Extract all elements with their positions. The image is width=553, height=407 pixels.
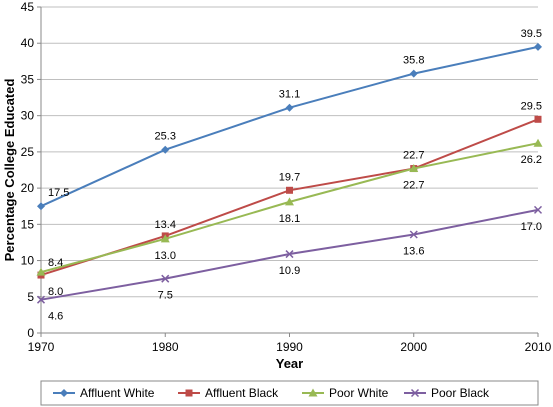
data-label: 22.7	[403, 150, 424, 162]
y-tick-labels: 0 5 10 15 20 25 30 35 40 45	[21, 0, 41, 340]
y-tick-label: 30	[21, 109, 35, 123]
data-label: 35.8	[403, 55, 424, 67]
data-point	[285, 197, 294, 206]
data-point	[160, 234, 170, 243]
data-point	[161, 274, 170, 283]
legend-label: Poor White	[329, 386, 389, 400]
legend-marker	[308, 388, 318, 397]
y-axis-title: Percentage College Educated	[2, 79, 17, 262]
series-group	[36, 42, 543, 304]
y-tick-label: 15	[21, 217, 35, 231]
x-tick-label: 2010	[525, 340, 552, 354]
data-label: 26.2	[521, 154, 542, 166]
data-point	[285, 103, 294, 112]
data-point	[285, 250, 294, 259]
legend-label: Poor Black	[431, 386, 490, 400]
data-label: 25.3	[155, 131, 176, 143]
data-point	[534, 115, 542, 123]
y-tick-label: 35	[21, 72, 35, 86]
data-label: 13.6	[403, 245, 424, 257]
x-marker-stroke	[410, 388, 420, 398]
legend-marker	[410, 388, 420, 398]
data-label: 19.7	[279, 171, 300, 183]
data-point	[36, 267, 46, 276]
data-point	[533, 138, 543, 147]
x-marker-stroke	[533, 205, 543, 214]
y-tick-label: 5	[27, 290, 34, 304]
x-tick-label: 1980	[152, 340, 179, 354]
x-marker-stroke	[285, 250, 294, 259]
data-point	[533, 205, 543, 214]
data-point	[37, 202, 45, 211]
x-marker-stroke	[409, 230, 418, 239]
y-tick-label: 25	[21, 145, 35, 159]
legend-label: Affluent White	[80, 386, 155, 400]
legend-label: Affluent Black	[205, 386, 279, 400]
data-label: 17.0	[521, 221, 542, 233]
y-tick-label: 40	[21, 36, 35, 50]
x-axis-title: Year	[276, 356, 303, 371]
data-point	[161, 145, 170, 154]
legend: Affluent White Affluent Black Poor White Po…	[40, 380, 539, 406]
data-point	[286, 186, 293, 194]
data-point	[36, 295, 46, 304]
y-tick-label: 0	[27, 326, 34, 340]
y-tick-label: 20	[21, 181, 35, 195]
data-label: 39.5	[521, 28, 542, 40]
data-label: 13.0	[155, 250, 176, 262]
x-tick-label: 1970	[28, 340, 55, 354]
data-label: 4.6	[48, 311, 63, 323]
legend-item-2: Poor White	[302, 386, 389, 400]
data-point	[534, 42, 542, 51]
data-label: 18.1	[279, 213, 300, 225]
data-label: 7.5	[158, 290, 173, 302]
x-marker-stroke	[36, 295, 46, 304]
x-tick-label: 2000	[400, 340, 427, 354]
legend-item-3: Poor Black	[404, 386, 490, 400]
data-label: 13.4	[155, 219, 176, 231]
data-label: 29.5	[521, 100, 542, 112]
legend-marker	[185, 389, 193, 397]
legend-marker	[60, 389, 68, 397]
data-point	[409, 164, 419, 173]
data-point	[409, 230, 418, 239]
x-marker-stroke	[161, 274, 170, 283]
data-label: 8.4	[48, 257, 63, 269]
y-tick-label: 10	[21, 254, 35, 268]
data-label: 22.7	[403, 180, 424, 192]
series-line	[40, 142, 539, 274]
data-label: 8.0	[48, 286, 63, 298]
gridlines	[41, 6, 538, 298]
legend-box	[40, 380, 539, 406]
y-tick-label: 45	[21, 0, 35, 14]
legend-item-1: Affluent Black	[178, 386, 279, 400]
data-label: 10.9	[279, 265, 300, 277]
data-label: 17.5	[48, 187, 69, 199]
x-tick-label: 1990	[276, 340, 303, 354]
axes	[40, 7, 538, 334]
data-labels: 17.5 25.3 31.1 35.8 39.5 8.0 13.4 19.7 22.7 29.5 8…	[48, 28, 542, 323]
series-3	[36, 205, 543, 304]
legend-item-0: Affluent White	[53, 386, 155, 400]
data-point	[409, 69, 418, 78]
data-label: 31.1	[279, 89, 300, 101]
series-2	[36, 138, 543, 276]
x-tick-labels: 1970 1980 1990 2000 2010	[28, 333, 552, 354]
series-0	[37, 42, 542, 211]
